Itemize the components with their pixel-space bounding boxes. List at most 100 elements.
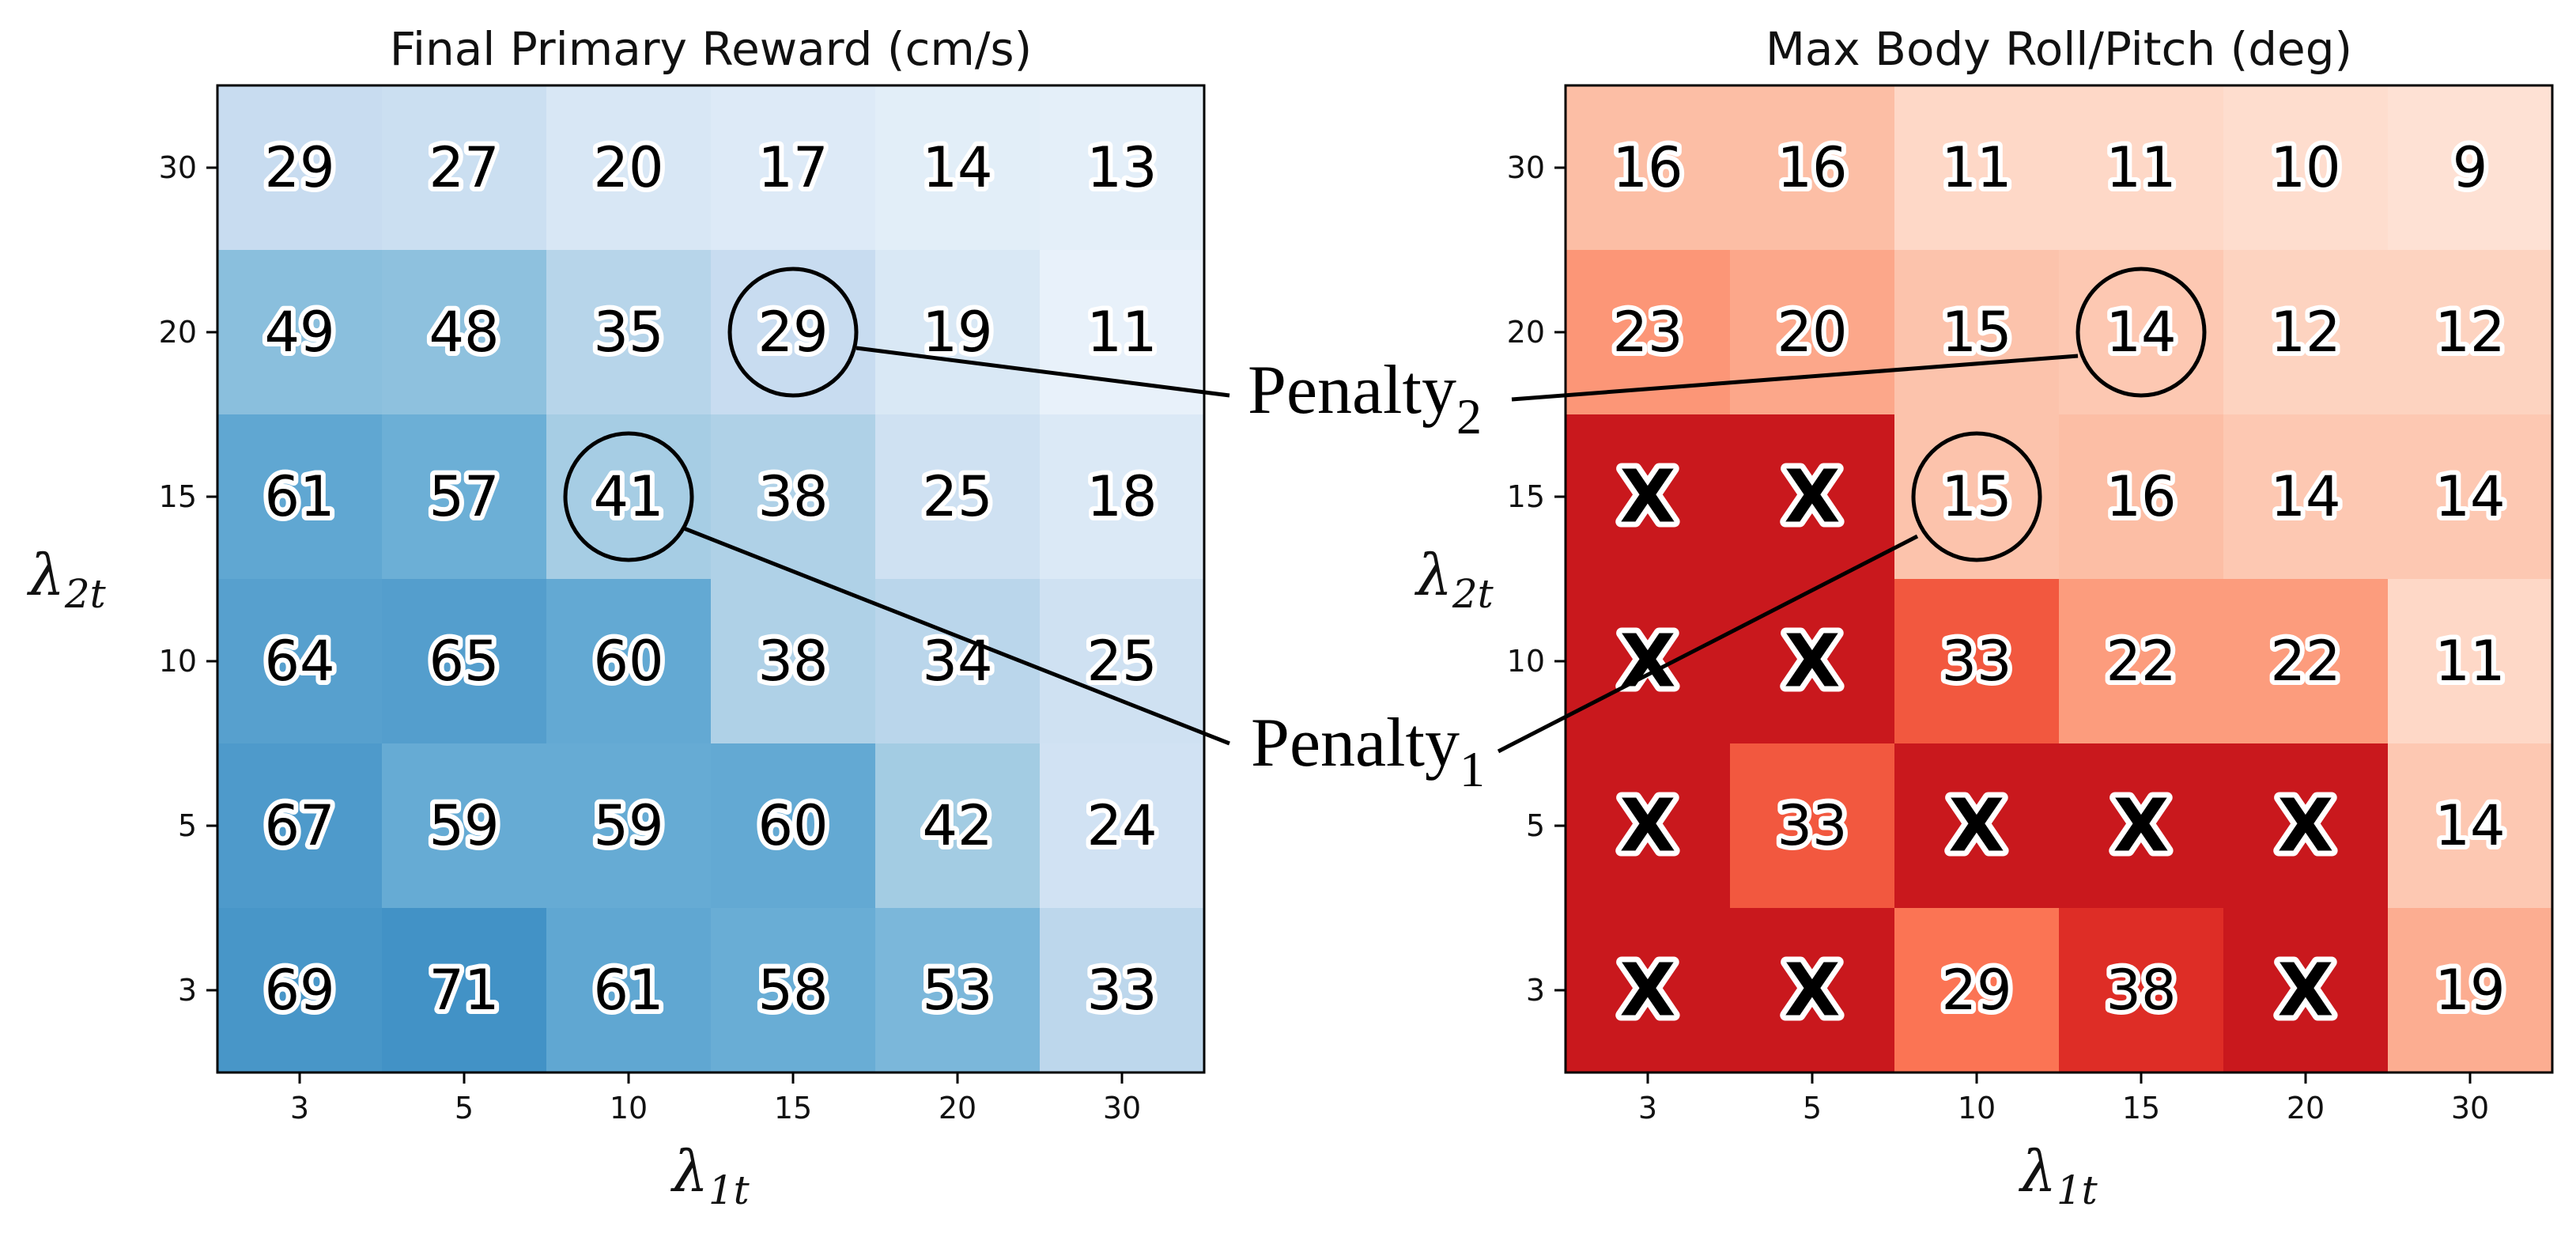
reward-cell bbox=[875, 250, 1041, 415]
roll-pitch-cell bbox=[1566, 908, 1731, 1073]
reward-x-tick-label: 5 bbox=[455, 1091, 474, 1125]
roll-pitch-cell-value: 11 bbox=[2106, 135, 2176, 200]
reward-ylabel-sub: 2t bbox=[64, 571, 107, 617]
roll-pitch-cell-value: 23 bbox=[1612, 300, 1683, 365]
reward-cell-value: 41 bbox=[593, 464, 663, 529]
penalty-connector-lines bbox=[683, 346, 2079, 754]
roll-pitch-cell bbox=[1566, 414, 1731, 580]
reward-cell bbox=[875, 908, 1041, 1073]
reward-cell bbox=[546, 250, 712, 415]
reward-cell-value: 27 bbox=[429, 135, 499, 200]
penalty-2-connector-right bbox=[1511, 354, 2079, 402]
reward-cell bbox=[711, 908, 876, 1073]
reward-highlight-circle bbox=[563, 431, 694, 562]
roll-pitch-cell-failed-mark: X bbox=[1620, 619, 1676, 704]
roll-pitch-cell bbox=[2059, 743, 2224, 909]
reward-cell-value: 33 bbox=[1086, 958, 1157, 1023]
roll-pitch-cell bbox=[1566, 579, 1731, 744]
reward-cell bbox=[875, 85, 1041, 251]
roll-pitch-cell bbox=[1566, 85, 1731, 251]
reward-cell-value: 34 bbox=[922, 629, 992, 694]
roll-pitch-cell-value: 15 bbox=[1941, 300, 2011, 365]
roll-pitch-cell-failed-mark: X bbox=[2113, 784, 2170, 868]
reward-cell-value: 65 bbox=[429, 629, 499, 694]
roll-pitch-x-tick-label: 5 bbox=[1803, 1091, 1822, 1125]
reward-cell-value: 59 bbox=[429, 793, 499, 858]
reward-cell bbox=[217, 579, 383, 744]
roll-pitch-y-tick-label: 20 bbox=[1507, 315, 1545, 350]
roll-pitch-cell-value: 29 bbox=[1941, 958, 2011, 1023]
roll-pitch-cell bbox=[2223, 85, 2389, 251]
roll-pitch-cell bbox=[1566, 743, 1731, 909]
penalty-1-label: Penalty1 bbox=[1251, 705, 1485, 797]
reward-cell bbox=[546, 414, 712, 580]
reward-heatmap-cells: 29 27 20 17 14 13 49 48 35 29 19 11 61 57 41 38 25 18 64 65… bbox=[217, 85, 1205, 1073]
roll-pitch-cell-value: 12 bbox=[2434, 300, 2505, 365]
roll-pitch-cell-value: 9 bbox=[2453, 135, 2488, 200]
reward-heatmap-title: Final Primary Reward (cm/s) bbox=[390, 22, 1033, 76]
roll-pitch-ylabel-lambda: λ bbox=[1414, 542, 1452, 608]
roll-pitch-cell bbox=[2388, 414, 2553, 580]
reward-cell bbox=[1040, 908, 1205, 1073]
penalty-1-sub: 1 bbox=[1460, 741, 1485, 797]
reward-y-tick-label: 10 bbox=[159, 644, 197, 679]
roll-pitch-cell bbox=[2223, 908, 2389, 1073]
reward-cell bbox=[546, 85, 712, 251]
reward-cell bbox=[711, 85, 876, 251]
roll-pitch-cell bbox=[2388, 908, 2553, 1073]
reward-cell bbox=[217, 414, 383, 580]
roll-pitch-cell-value: 16 bbox=[2106, 464, 2176, 529]
roll-pitch-cell bbox=[2059, 414, 2224, 580]
roll-pitch-highlight-circle bbox=[1911, 431, 2042, 562]
reward-cell bbox=[217, 250, 383, 415]
roll-pitch-cell bbox=[2059, 579, 2224, 744]
roll-pitch-cell bbox=[2223, 250, 2389, 415]
reward-x-tick-label: 10 bbox=[610, 1091, 648, 1125]
reward-cell-value: 49 bbox=[264, 300, 334, 365]
roll-pitch-y-tick-label: 15 bbox=[1507, 479, 1545, 514]
reward-cell-value: 42 bbox=[922, 793, 992, 858]
roll-pitch-cell bbox=[1730, 743, 1895, 909]
reward-ylabel-lambda: λ bbox=[26, 542, 65, 608]
roll-pitch-cell-value: 19 bbox=[2434, 958, 2505, 1023]
roll-pitch-cell bbox=[2059, 85, 2224, 251]
reward-cell-value: 48 bbox=[429, 300, 499, 365]
reward-x-tick-label: 3 bbox=[290, 1091, 309, 1125]
roll-pitch-cell-failed-mark: X bbox=[1620, 455, 1676, 539]
roll-pitch-cell bbox=[2388, 579, 2553, 744]
reward-cell-value: 25 bbox=[922, 464, 992, 529]
reward-cell-value: 38 bbox=[757, 464, 828, 529]
roll-pitch-x-tick-label: 20 bbox=[2287, 1091, 2325, 1125]
roll-pitch-cell bbox=[2223, 414, 2389, 580]
roll-pitch-heatmap-ticks: 3 5 10 15 20 30 30 20 15 10 5 3 bbox=[1507, 150, 2490, 1125]
reward-cell bbox=[546, 908, 712, 1073]
reward-cell bbox=[382, 85, 547, 251]
reward-heatmap-ylabel: λ2t bbox=[26, 542, 106, 617]
roll-pitch-cell-failed-mark: X bbox=[1785, 619, 1841, 704]
reward-cell-value: 17 bbox=[757, 135, 828, 200]
reward-cell bbox=[382, 743, 547, 909]
reward-cell bbox=[875, 743, 1041, 909]
roll-pitch-cell-value: 22 bbox=[2270, 629, 2340, 694]
reward-cell-value: 67 bbox=[264, 793, 334, 858]
roll-pitch-cell-value: 16 bbox=[1777, 135, 1847, 200]
reward-y-tick-label: 15 bbox=[159, 479, 197, 514]
roll-pitch-cell bbox=[2223, 579, 2389, 744]
reward-cell-value: 20 bbox=[593, 135, 663, 200]
reward-x-tick-label: 15 bbox=[774, 1091, 812, 1125]
roll-pitch-cell bbox=[1894, 85, 2060, 251]
roll-pitch-cell-value: 14 bbox=[2434, 464, 2505, 529]
roll-pitch-y-tick-label: 30 bbox=[1507, 150, 1545, 185]
roll-pitch-cell bbox=[2388, 85, 2553, 251]
reward-cell bbox=[711, 743, 876, 909]
reward-cell-value: 25 bbox=[1086, 629, 1157, 694]
roll-pitch-x-tick-label: 30 bbox=[2451, 1091, 2489, 1125]
roll-pitch-cell bbox=[1730, 414, 1895, 580]
reward-cell-value: 35 bbox=[593, 300, 663, 365]
reward-y-tick-label: 3 bbox=[178, 973, 197, 1008]
roll-pitch-cell-value: 14 bbox=[2434, 793, 2505, 858]
roll-pitch-cell-value: 33 bbox=[1777, 793, 1847, 858]
roll-pitch-heatmap-xlabel: λ1t bbox=[2018, 1138, 2098, 1213]
roll-pitch-cell-value: 14 bbox=[2270, 464, 2340, 529]
